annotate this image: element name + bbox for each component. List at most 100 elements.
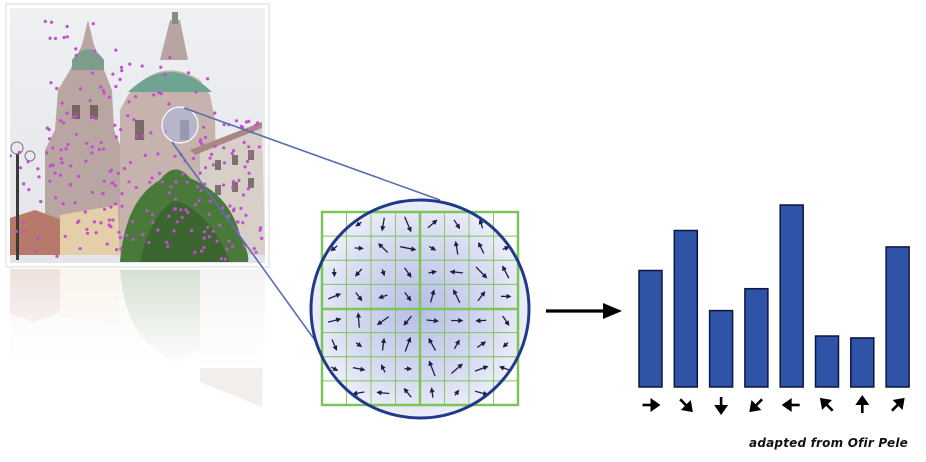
keypoint-dot — [231, 185, 235, 189]
gradient-arrow — [330, 245, 338, 252]
keypoint-dot — [74, 114, 78, 118]
gradient-arrow — [500, 221, 511, 227]
keypoint-dot — [227, 239, 231, 243]
gradient-arrow — [428, 245, 437, 251]
selected-keypoint-region — [161, 106, 199, 144]
keypoint-dot — [76, 174, 81, 178]
histogram-bar — [779, 204, 804, 388]
keypoint-dot — [186, 210, 190, 214]
keypoint-dot — [55, 254, 59, 258]
credit-text: adapted from Ofir Pele — [749, 436, 908, 450]
gradient-arrow — [453, 240, 459, 255]
keypoint-dot — [232, 209, 236, 213]
keypoint-dot — [101, 147, 106, 151]
gradient-arrow — [453, 289, 461, 304]
keypoint-dot — [99, 221, 103, 225]
keypoint-dot — [173, 207, 178, 211]
keypoint-dot — [14, 229, 18, 233]
keypoint-dot — [172, 229, 176, 233]
keypoint-dot — [120, 69, 124, 73]
keypoint-dot — [111, 72, 115, 76]
keypoint-dot — [150, 176, 154, 180]
keypoint-dot — [107, 218, 111, 222]
gradient-arrow — [474, 390, 489, 396]
keypoint-dot — [99, 140, 103, 145]
keypoint-dot — [49, 20, 54, 24]
keypoint-dot — [167, 191, 172, 195]
keypoint-dot — [66, 143, 70, 147]
histogram-bar — [673, 229, 699, 388]
keypoint-dot — [211, 229, 215, 233]
keypoint-dot — [65, 35, 69, 39]
keypoint-dot — [226, 214, 230, 218]
keypoint-dot — [36, 236, 40, 240]
keypoint-dot — [113, 123, 117, 127]
keypoint-dot — [118, 77, 122, 81]
keypoint-dot — [156, 228, 160, 232]
keypoint-dot — [105, 242, 109, 246]
keypoint-dot — [242, 140, 246, 144]
keypoint-dot — [200, 249, 204, 253]
gradient-arrow — [404, 292, 412, 302]
keypoint-dot — [236, 220, 240, 224]
gradient-arrow — [476, 341, 487, 348]
keypoint-dot — [47, 127, 51, 132]
keypoint-dot — [152, 93, 156, 97]
keypoint-dot — [203, 135, 208, 140]
keypoint-dot — [148, 180, 152, 184]
keypoint-dot — [202, 230, 206, 234]
keypoint-dot — [180, 215, 184, 219]
keypoint-dot — [62, 35, 66, 40]
gradient-arrow — [477, 291, 486, 302]
keypoint-dot — [59, 119, 63, 123]
gradient-arrow — [331, 220, 338, 228]
gradient-arrow — [328, 293, 342, 300]
keypoint-dot — [193, 250, 197, 254]
gradient-arrow — [502, 315, 510, 326]
keypoint-dot — [45, 151, 49, 155]
keypoint-dot — [62, 121, 66, 125]
keypoint-dot — [119, 128, 123, 132]
keypoint-dot — [134, 95, 138, 99]
orientation-arrow-icon — [819, 397, 834, 412]
keypoint-dot — [230, 151, 234, 156]
keypoint-dot — [239, 124, 243, 128]
gradient-arrow — [376, 316, 390, 326]
keypoint-dot — [244, 120, 248, 124]
keypoint-dot — [166, 244, 170, 248]
keypoint-dot — [165, 240, 169, 244]
zoom-line-bottom — [171, 141, 341, 376]
keypoint-dot — [159, 92, 163, 96]
keypoint-dot — [207, 212, 211, 216]
gradient-arrow — [380, 217, 386, 232]
neighborhood-circle-edge — [309, 198, 531, 420]
keypoint-dot — [90, 151, 94, 155]
gradient-arrow — [404, 216, 412, 233]
keypoint-dot — [90, 71, 95, 75]
keypoint-dot — [196, 185, 200, 189]
gradient-arrow — [502, 246, 510, 251]
gradient-arrow — [404, 336, 412, 352]
church-photo — [5, 3, 270, 268]
gradient-arrow — [450, 363, 463, 374]
keypoint-dot — [37, 175, 41, 179]
gradient-arrow — [380, 269, 386, 277]
orientation-arrow-icon — [714, 397, 729, 415]
keypoint-dot — [156, 152, 160, 156]
gradient-arrow — [355, 292, 363, 302]
keypoint-dot — [22, 228, 26, 233]
keypoint-dot — [159, 65, 163, 69]
keypoint-dot — [123, 166, 127, 171]
gradient-arrow — [330, 366, 339, 372]
keypoint-dot — [102, 179, 106, 183]
keypoint-dot — [120, 204, 124, 208]
keypoint-dot — [160, 180, 164, 184]
gradient-arrow — [400, 246, 417, 252]
keypoint-dot — [259, 226, 263, 230]
keypoint-dot — [211, 163, 215, 167]
keypoint-dot — [48, 179, 52, 183]
keypoint-dot — [114, 48, 118, 52]
keypoint-dot — [145, 209, 149, 213]
keypoint-dot — [43, 19, 47, 23]
gradient-arrow — [376, 390, 390, 396]
